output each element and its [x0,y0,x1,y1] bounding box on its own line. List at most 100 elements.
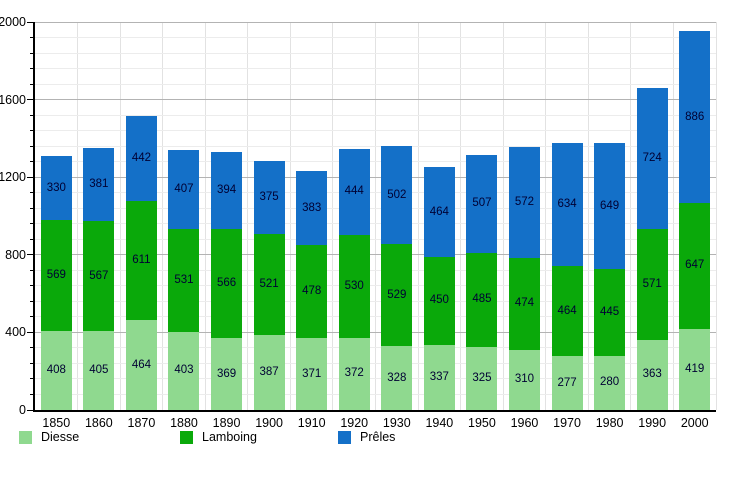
y-minor-tick [30,362,33,364]
legend-swatch-lamboing [180,430,193,444]
bar-value-label: 387 [259,365,279,378]
y-minor-tick [30,37,33,39]
bar-value-label: 310 [514,373,535,386]
y-minor-gridline [35,130,716,132]
vertical-gridline [587,22,589,410]
bar-value-label: 442 [131,152,151,165]
bar-segment-diesse [508,349,540,410]
bar-segment-pr-les [679,31,711,204]
x-axis-tick-label: 1980 [595,416,624,430]
bar-value-label: 572 [514,195,535,208]
bar-value-label: 394 [216,183,237,196]
vertical-gridline [162,22,164,410]
y-minor-tick [30,83,33,85]
y-minor-tick [30,114,33,116]
bar-segment-lamboing [636,228,668,340]
bar-segment-pr-les [508,146,540,258]
y-minor-gridline [35,223,716,225]
bar-value-label: 647 [685,259,705,272]
x-axis-tick-label: 1890 [212,416,241,430]
bar-value-label: 507 [472,197,492,210]
x-axis-tick-label: 1970 [553,416,581,430]
vertical-gridline [289,22,291,410]
y-minor-tick [30,316,33,318]
bar-segment-pr-les [551,143,583,267]
y-major-gridline [35,331,716,333]
bar-value-label: 485 [472,293,492,306]
y-minor-tick [30,393,33,395]
vertical-gridline [417,22,419,410]
bar-value-label: 330 [46,181,66,194]
vertical-gridline [77,22,79,410]
y-minor-gridline [35,68,716,70]
bar-value-label: 419 [685,362,705,375]
y-minor-tick [30,52,33,54]
bar-value-label: 530 [344,279,364,292]
bar-segment-diesse [551,356,583,410]
bar-segment-pr-les [381,146,413,244]
y-minor-gridline [35,145,716,147]
bar-segment-lamboing [551,266,583,357]
bar-value-label: 372 [344,367,364,380]
bar-value-label: 464 [429,205,449,218]
bar-segment-lamboing [211,228,243,339]
x-axis-tick-label: 2000 [680,416,709,430]
legend-label: Diesse [41,430,80,444]
bar-segment-pr-les [40,156,72,221]
x-axis-tick-label: 1910 [297,416,326,430]
x-axis-tick-label: 1870 [127,416,156,430]
y-axis-tick-label: 0 [19,403,26,417]
bar-segment-pr-les [83,147,115,222]
bar-segment-diesse [125,319,157,410]
y-axis-tick-label: 1600 [0,92,26,107]
bar-value-label: 567 [89,269,109,282]
y-minor-tick [30,223,33,225]
bar-value-label: 383 [302,201,322,214]
x-axis-tick-label: 1900 [255,416,283,430]
bar-value-label: 381 [89,177,109,190]
bar-segment-lamboing [338,235,370,338]
y-major-tick [27,409,33,411]
bar-value-label: 566 [216,277,237,290]
legend-label: Lamboing [202,430,257,444]
legend-item-diesse: Diesse [19,430,79,444]
y-minor-gridline [35,378,716,380]
y-major-gridline [35,254,716,256]
bar-value-label: 464 [557,304,577,317]
y-major-gridline [35,21,716,23]
bar-segment-lamboing [466,252,498,347]
vertical-gridline [204,22,206,410]
bar-value-label: 531 [174,273,194,286]
y-axis-tick-label: 1200 [0,170,26,185]
bar-segment-diesse [211,338,243,410]
bar-value-label: 571 [642,277,662,290]
bar-value-label: 405 [89,364,109,377]
y-major-tick [27,21,33,23]
bar-value-label: 371 [302,367,322,380]
bar-value-label: 369 [216,367,237,380]
y-minor-gridline [35,269,716,271]
bar-segment-lamboing [508,257,540,350]
bar-value-label: 474 [514,297,535,310]
bar-segment-pr-les [338,148,370,236]
bar-segment-diesse [679,328,711,410]
bar-value-label: 444 [344,185,364,198]
vertical-gridline [672,22,674,410]
bar-value-label: 464 [131,358,151,371]
bar-segment-diesse [338,337,370,410]
bar-segment-diesse [83,331,115,410]
vertical-gridline [715,22,717,410]
bar-segment-lamboing [168,228,200,332]
bar-value-label: 611 [132,254,151,267]
vertical-gridline [545,22,547,410]
bar-value-label: 886 [685,110,705,123]
bar-value-label: 634 [557,198,577,211]
x-axis-tick-label: 1920 [340,416,369,430]
y-minor-gridline [35,161,716,163]
bar-segment-pr-les [636,88,668,229]
bar-value-label: 569 [46,269,66,282]
y-minor-gridline [35,362,716,364]
bar-segment-pr-les [466,154,498,253]
bar-value-label: 649 [600,199,620,212]
y-minor-gridline [35,207,716,209]
